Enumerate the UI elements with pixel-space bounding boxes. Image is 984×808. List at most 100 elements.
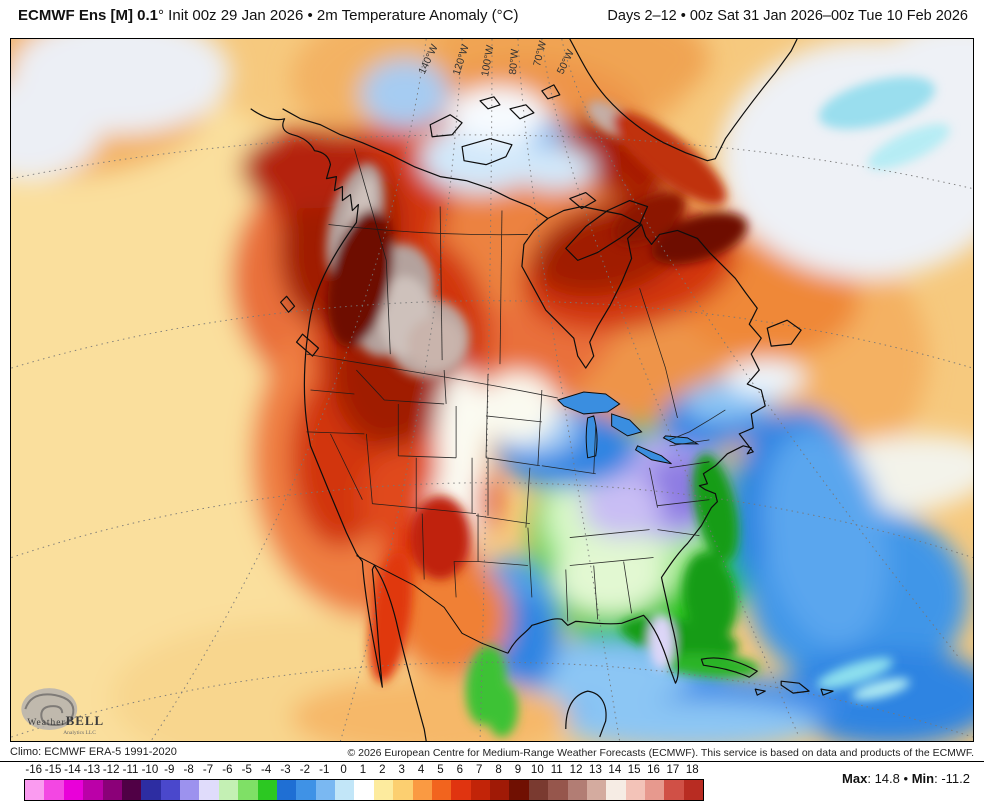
colorbar-tick-label: -16: [25, 764, 42, 776]
colorbar-segment: [431, 780, 452, 800]
colorbar-tick-label: 7: [476, 764, 483, 776]
logo-text: WeatherBELL: [27, 713, 104, 728]
coastlines: [250, 39, 834, 741]
colorbar-tick-label: -13: [83, 764, 101, 776]
colorbar-segment: [393, 780, 413, 800]
header: ECMWF Ens [M] 0.1° Init 00z 29 Jan 2026 …: [0, 0, 984, 36]
colorbar-segment: [586, 780, 607, 800]
colorbar-segment: [451, 780, 471, 800]
colorbar-tick-label: -12: [102, 764, 120, 776]
political-borders: [306, 148, 726, 622]
field-stats: Max: 14.8 • Min: -11.2: [842, 771, 970, 786]
colorbar-tick-label: 2: [379, 764, 386, 776]
colorbar-segment: [180, 780, 200, 800]
colorbar-tick-label: 16: [647, 764, 660, 776]
colorbar-tick-label: 1: [359, 764, 367, 776]
colorbar-segment: [160, 780, 180, 800]
init-time-label: ° Init 00z 29 Jan 2026 • 2m Temperature …: [158, 7, 519, 24]
logo-swirl-icon: [21, 688, 78, 731]
colorbar-segment: [645, 780, 665, 800]
page-title: ECMWF Ens [M] 0.1° Init 00z 29 Jan 2026 …: [18, 7, 519, 24]
logo-subtext: Analytics LLC: [63, 730, 96, 736]
colorbar-tick-label: 0: [340, 764, 347, 776]
colorbar-segment: [470, 780, 490, 800]
valid-period-label: Days 2–12 • 00z Sat 31 Jan 2026–00z Tue …: [607, 8, 968, 24]
colorbar-tick-label: 6: [456, 764, 464, 776]
colorbar-segment: [296, 780, 316, 800]
colorbar-segment: [354, 780, 374, 800]
colorbar-segment: [218, 780, 239, 800]
colorbar-segment: [102, 780, 122, 800]
meridian-label: 100°W: [480, 44, 496, 77]
colorbar-tick-label: 3: [398, 764, 405, 776]
colorbar-tick-label: 14: [608, 764, 622, 776]
max-label: Max: [842, 771, 868, 786]
colorbar-tick-label: -3: [280, 764, 291, 776]
colorbar-tick-label: -1: [319, 764, 330, 776]
colorbar-tick-labels: -16 -15 -14 -13 -12 -11 -10 -9 -8 -7 -6 -5 -4 -3 -2 -1 0…: [24, 764, 702, 778]
colorbar-segment: [199, 780, 219, 800]
colorbar-segment: [25, 780, 45, 800]
colorbar-tick-label: -11: [122, 764, 139, 776]
min-value: -11.2: [941, 771, 970, 786]
colorbar-segment: [490, 780, 510, 800]
colorbar-tick-label: -15: [44, 764, 62, 776]
colorbar-segment: [683, 780, 704, 800]
colorbar-segment: [276, 780, 297, 800]
colorbar-tick-label: -2: [299, 764, 310, 776]
colorbar-segment: [63, 780, 84, 800]
colorbar-segment: [257, 780, 277, 800]
colorbar-tick-label: -8: [183, 764, 194, 776]
max-value: 14.8: [874, 771, 900, 786]
colorbar-tick-label: -14: [64, 764, 81, 776]
colorbar-tick-label: 13: [589, 764, 602, 776]
graticule: [11, 39, 973, 741]
min-label: Min: [911, 771, 935, 786]
colorbar-segment: [121, 780, 142, 800]
colorbar-tick-label: -4: [261, 764, 272, 776]
colorbar-segment: [528, 780, 549, 800]
colorbar-scale: [24, 779, 704, 801]
colorbar-tick-label: -7: [202, 764, 214, 776]
climo-label: Climo: ECMWF ERA-5 1991-2020: [10, 746, 177, 758]
colorbar-tick-label: 9: [514, 764, 522, 776]
map-canvas: 140°W 120°W 100°W 80°W 70°W 50°W Weather…: [11, 39, 973, 741]
colorbar-tick-label: 18: [685, 764, 699, 776]
colorbar-segment: [548, 780, 568, 800]
colorbar-segment: [315, 780, 335, 800]
colorbar-segment: [335, 780, 355, 800]
colorbar-tick-label: -6: [222, 764, 233, 776]
colorbar-tick-label: 8: [495, 764, 502, 776]
colorbar-tick-label: 17: [666, 764, 680, 776]
colorbar-segment: [373, 780, 394, 800]
colorbar-tick-label: 4: [417, 764, 425, 776]
colorbar-segment: [238, 780, 258, 800]
colorbar-segment: [83, 780, 103, 800]
meridian-label: 80°W: [508, 48, 521, 75]
colorbar-tick-label: 11: [550, 764, 563, 776]
great-lakes: [556, 391, 700, 465]
colorbar-tick-label: -10: [141, 764, 159, 776]
colorbar-tick-label: 5: [437, 764, 444, 776]
colorbar-segment: [509, 780, 529, 800]
colorbar-segment: [625, 780, 645, 800]
model-name: ECMWF Ens [M] 0.1: [18, 7, 159, 24]
colorbar-segment: [606, 780, 626, 800]
anomaly-field-smooth: [11, 39, 973, 741]
colorbar-segment: [412, 780, 432, 800]
colorbar-tick-label: -5: [241, 764, 252, 776]
colorbar-tick-label: -9: [164, 764, 175, 776]
copyright-label: © 2026 European Centre for Medium-Range …: [347, 747, 974, 759]
colorbar-segment: [664, 780, 684, 800]
colorbar-tick-label: 12: [569, 764, 583, 776]
colorbar-tick-label: 15: [627, 764, 641, 776]
map-frame: 140°W 120°W 100°W 80°W 70°W 50°W Weather…: [10, 38, 974, 742]
colorbar-segment: [44, 780, 64, 800]
colorbar: -16 -15 -14 -13 -12 -11 -10 -9 -8 -7 -6 -5 -4 -3 -2 -1 0…: [24, 764, 704, 802]
colorbar-segment: [141, 780, 161, 800]
colorbar-tick-label: 10: [530, 764, 544, 776]
colorbar-segment: [567, 780, 587, 800]
weatherbell-logo: WeatherBELL Analytics LLC: [21, 688, 104, 736]
footer-separator: [0, 761, 984, 762]
